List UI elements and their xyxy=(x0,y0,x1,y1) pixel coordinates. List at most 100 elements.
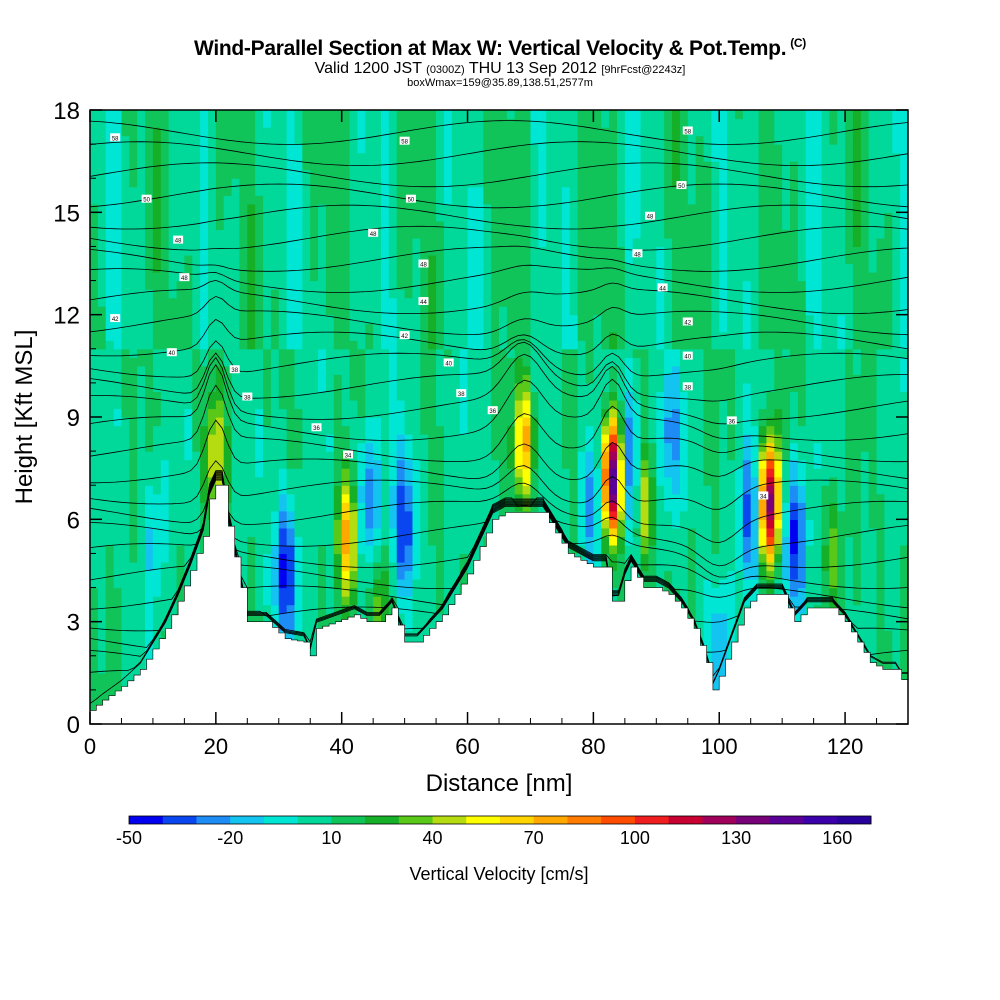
velocity-cell xyxy=(412,425,421,435)
velocity-cell xyxy=(601,527,610,537)
velocity-cell xyxy=(137,553,146,563)
velocity-cell xyxy=(121,672,130,682)
velocity-cell xyxy=(310,152,319,162)
velocity-cell xyxy=(137,638,146,648)
velocity-cell xyxy=(561,314,571,324)
velocity-cell xyxy=(176,442,185,452)
velocity-cell xyxy=(349,169,359,179)
velocity-cell xyxy=(601,365,610,375)
velocity-cell xyxy=(357,451,366,461)
velocity-cell xyxy=(483,195,492,205)
velocity-cell xyxy=(388,510,398,520)
velocity-cell xyxy=(436,195,445,205)
velocity-cell xyxy=(192,502,201,512)
velocity-cell xyxy=(506,127,516,137)
velocity-cell xyxy=(168,493,178,503)
velocity-cell xyxy=(184,289,193,299)
velocity-cell xyxy=(609,553,618,563)
velocity-cell xyxy=(263,229,272,239)
velocity-cell xyxy=(294,459,303,469)
velocity-cell xyxy=(514,374,524,384)
velocity-cell xyxy=(357,570,366,580)
velocity-cell xyxy=(569,195,579,205)
velocity-cell xyxy=(294,229,303,239)
velocity-cell xyxy=(514,263,524,273)
velocity-cell xyxy=(145,186,154,196)
velocity-cell xyxy=(365,314,374,324)
velocity-cell xyxy=(145,280,154,290)
velocity-cell xyxy=(302,459,311,469)
velocity-cell xyxy=(616,246,626,256)
velocity-cell xyxy=(451,135,461,145)
velocity-cell xyxy=(294,425,303,435)
velocity-cell xyxy=(325,135,335,145)
velocity-cell xyxy=(412,519,421,529)
velocity-cell xyxy=(278,297,288,307)
velocity-cell xyxy=(302,399,311,410)
velocity-cell xyxy=(255,587,264,597)
velocity-cell xyxy=(90,152,99,162)
velocity-cell xyxy=(483,246,492,256)
velocity-cell xyxy=(97,306,107,316)
velocity-cell xyxy=(200,468,209,478)
velocity-cell xyxy=(506,374,516,384)
velocity-cell xyxy=(90,519,99,529)
velocity-cell xyxy=(601,374,610,384)
velocity-cell xyxy=(491,476,500,486)
velocity-cell xyxy=(325,246,335,256)
velocity-cell xyxy=(192,519,201,529)
velocity-cell xyxy=(506,451,516,461)
velocity-cell xyxy=(302,579,311,589)
velocity-cell xyxy=(538,135,547,145)
velocity-cell xyxy=(176,374,185,384)
velocity-cell xyxy=(396,169,406,179)
velocity-cell xyxy=(263,468,272,478)
velocity-cell xyxy=(137,570,146,580)
velocity-cell xyxy=(270,144,280,154)
velocity-cell xyxy=(451,553,461,563)
velocity-cell xyxy=(522,246,532,256)
velocity-cell xyxy=(388,553,398,563)
velocity-cell xyxy=(239,161,248,171)
velocity-cell xyxy=(616,502,626,512)
velocity-cell xyxy=(349,212,359,222)
velocity-cell xyxy=(325,493,335,503)
velocity-cell xyxy=(278,314,288,324)
velocity-cell xyxy=(561,382,571,393)
velocity-cell xyxy=(278,374,288,384)
velocity-cell xyxy=(483,374,492,384)
velocity-cell xyxy=(270,306,280,316)
velocity-cell xyxy=(176,220,185,230)
velocity-cell xyxy=(459,510,469,520)
velocity-cell xyxy=(554,246,563,256)
velocity-cell xyxy=(420,127,429,137)
velocity-cell xyxy=(145,135,154,145)
velocity-cell xyxy=(506,502,516,512)
velocity-cell xyxy=(310,161,319,171)
velocity-cell xyxy=(475,118,484,128)
velocity-cell xyxy=(113,374,123,384)
velocity-cell xyxy=(278,553,288,563)
velocity-cell xyxy=(192,408,201,418)
velocity-cell xyxy=(333,306,343,316)
velocity-cell xyxy=(538,254,547,265)
velocity-cell xyxy=(491,280,500,290)
velocity-cell xyxy=(137,468,146,478)
velocity-cell xyxy=(192,161,201,171)
velocity-cell xyxy=(624,161,634,171)
velocity-cell xyxy=(318,314,327,324)
velocity-cell xyxy=(357,519,366,529)
velocity-cell xyxy=(318,536,327,546)
velocity-cell xyxy=(255,476,264,486)
velocity-cell xyxy=(412,476,421,486)
velocity-cell xyxy=(270,297,280,307)
velocity-cell xyxy=(152,152,162,162)
velocity-cell xyxy=(530,306,539,316)
velocity-cell xyxy=(404,229,414,239)
velocity-cell xyxy=(302,604,311,614)
velocity-cell xyxy=(561,510,571,520)
velocity-cell xyxy=(420,186,429,196)
velocity-cell xyxy=(184,306,193,316)
velocity-cell xyxy=(90,493,99,503)
velocity-cell xyxy=(231,331,241,341)
